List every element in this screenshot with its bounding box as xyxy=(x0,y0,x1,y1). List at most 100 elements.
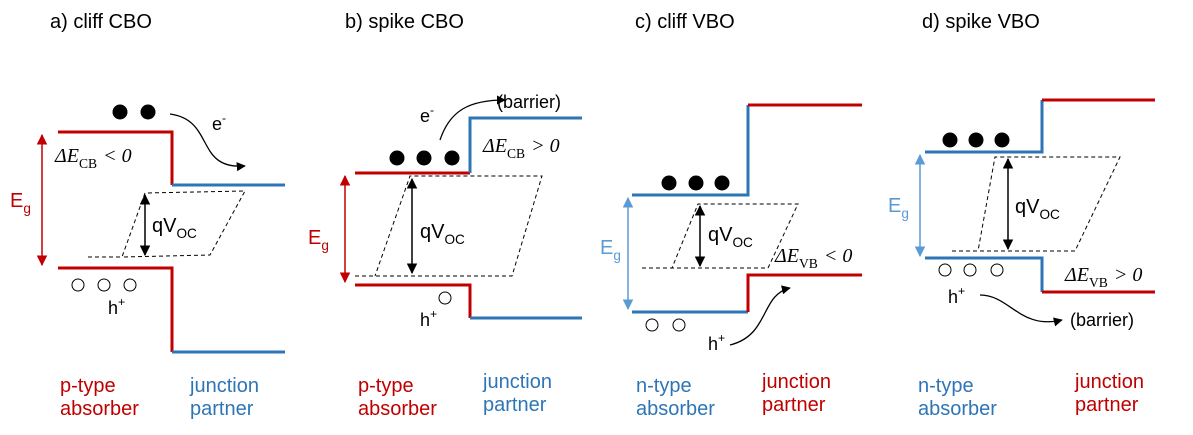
text-part: E xyxy=(10,190,23,212)
hole-label: h+ xyxy=(948,284,965,307)
text-part: OC xyxy=(732,235,753,250)
absorber-label: p-type xyxy=(60,375,116,397)
text-part: qV xyxy=(420,221,445,243)
text-part: qV xyxy=(708,224,733,246)
text-part: + xyxy=(118,295,125,309)
text-part: h xyxy=(108,298,118,318)
band-line xyxy=(355,283,472,318)
text-part: < 0 xyxy=(103,145,132,167)
barrier-label: (barrier) xyxy=(497,92,561,112)
text-part: ΔE xyxy=(482,135,507,157)
absorber-label: n-type xyxy=(636,375,692,397)
text-part: + xyxy=(718,331,725,345)
band-line xyxy=(632,105,750,197)
text-part: OC xyxy=(176,226,197,241)
absorber-label: absorber xyxy=(60,398,139,420)
text-part: > 0 xyxy=(1114,264,1143,286)
text-part: CB xyxy=(507,146,525,161)
band-line xyxy=(88,190,246,258)
hole-label: h+ xyxy=(708,331,725,354)
electron-label: e- xyxy=(212,111,226,134)
text-part: ΔE xyxy=(1064,264,1089,286)
electron xyxy=(112,104,128,120)
band-line xyxy=(925,256,1044,292)
text-part: g xyxy=(23,201,31,216)
text-part: ΔE xyxy=(774,245,799,267)
text-part: e xyxy=(212,114,222,134)
electron xyxy=(994,132,1010,148)
band-gap-label: Eg xyxy=(600,237,621,263)
text-part: VB xyxy=(799,256,818,271)
text-part: OC xyxy=(1039,207,1060,222)
text-part: CB xyxy=(79,156,97,171)
electron xyxy=(444,150,460,166)
band-line xyxy=(642,203,799,269)
panel-title: a) cliff CBO xyxy=(50,11,152,33)
offset-label: ΔEVB < 0 xyxy=(774,245,852,271)
hole-label: h+ xyxy=(420,307,437,330)
text-part: h xyxy=(948,287,958,307)
text-part: g xyxy=(321,238,329,253)
partner-label: junction xyxy=(189,375,259,397)
partner-label: junction xyxy=(482,371,552,393)
text-part: E xyxy=(600,237,613,259)
partner-label: junction xyxy=(761,371,831,393)
voltage-label: qVOC xyxy=(708,224,753,250)
band-line xyxy=(746,273,862,312)
electron xyxy=(661,175,677,191)
offset-label: ΔECB > 0 xyxy=(482,135,560,161)
hole xyxy=(438,291,452,305)
voltage-label: qVOC xyxy=(1015,196,1060,222)
partner-label: partner xyxy=(483,394,547,416)
text-part: e xyxy=(420,106,430,126)
text-part: OC xyxy=(444,232,465,247)
panel-title: d) spike VBO xyxy=(922,11,1040,33)
electron xyxy=(968,132,984,148)
electron xyxy=(714,175,730,191)
hole xyxy=(938,263,952,277)
band-gap-label: Eg xyxy=(888,195,909,221)
band-gap-label: Eg xyxy=(308,227,329,253)
hole xyxy=(963,263,977,277)
electron xyxy=(416,150,432,166)
text-part: - xyxy=(430,103,434,117)
band-line xyxy=(355,175,543,277)
text-part: qV xyxy=(152,215,177,237)
carrier-arrow xyxy=(169,113,246,172)
panel-title: b) spike CBO xyxy=(345,11,464,33)
partner-label: partner xyxy=(190,398,254,420)
hole xyxy=(672,318,686,332)
text-part: h xyxy=(708,334,718,354)
offset-label: ΔEVB > 0 xyxy=(1064,264,1142,290)
band-line xyxy=(925,100,1044,154)
text-part: E xyxy=(888,195,901,217)
text-part: ΔE xyxy=(54,145,79,167)
text-part: < 0 xyxy=(824,245,853,267)
partner-label: partner xyxy=(762,394,826,416)
absorber-label: n-type xyxy=(918,375,974,397)
band-line xyxy=(952,156,1121,252)
hole-label: h+ xyxy=(108,295,125,318)
absorber-label: absorber xyxy=(918,398,997,420)
carrier-arrow xyxy=(979,294,1063,327)
voltage-label: qVOC xyxy=(152,215,197,241)
hole xyxy=(71,278,85,292)
electron xyxy=(942,132,958,148)
offset-label: ΔECB < 0 xyxy=(54,145,132,171)
text-part: + xyxy=(430,307,437,321)
text-part: g xyxy=(613,248,621,263)
partner-label: partner xyxy=(1075,394,1139,416)
text-part: E xyxy=(308,227,321,249)
band-line xyxy=(58,266,174,352)
band-line xyxy=(58,130,174,185)
carrier-arrow xyxy=(439,95,506,141)
absorber-label: absorber xyxy=(358,398,437,420)
text-part: + xyxy=(958,284,965,298)
electron xyxy=(688,175,704,191)
absorber-label: p-type xyxy=(358,375,414,397)
text-part: h xyxy=(420,310,430,330)
text-part: - xyxy=(222,111,226,125)
text-part: qV xyxy=(1015,196,1040,218)
carrier-arrow xyxy=(729,285,791,346)
